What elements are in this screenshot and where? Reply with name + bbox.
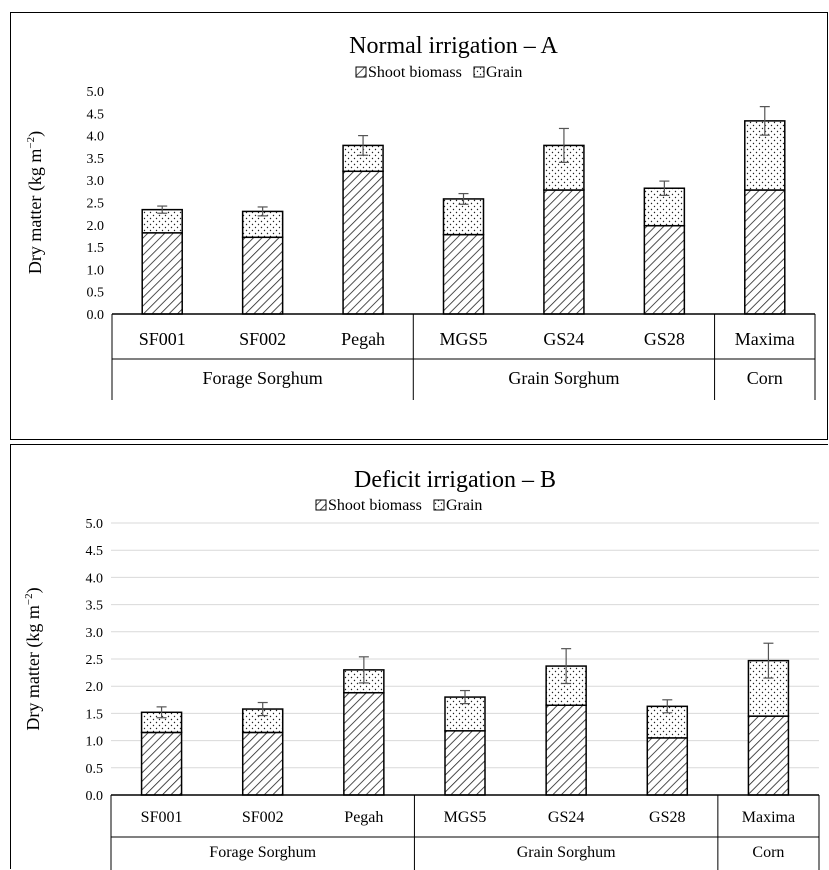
y-tick-label: 0.5 — [87, 286, 105, 301]
y-axis-label: Dry matter (kg m−2) — [23, 587, 44, 730]
y-tick-label: 3.0 — [86, 626, 104, 641]
y-tick-label: 4.5 — [87, 107, 105, 122]
x-tick-label: GS28 — [644, 329, 685, 349]
legend: Shoot biomass Grain — [355, 64, 522, 81]
bar-grain-MGS5 — [444, 696, 486, 732]
bar-shoot-biomass-SF001 — [140, 731, 183, 796]
chart-a-svg: Normal irrigation – A Shoot biomass Grain 0… — [25, 33, 816, 400]
x-tick-label: Maxima — [735, 329, 795, 349]
group-label: Corn — [747, 368, 783, 388]
y-tick-label: 5.0 — [86, 517, 104, 532]
chart-title: Deficit irrigation – B — [354, 467, 556, 493]
y-tick-label: 1.5 — [86, 707, 104, 722]
x-tick-label: GS24 — [543, 329, 584, 349]
bar-shoot-biomass-MGS5 — [442, 233, 485, 315]
y-tick-label: 2.5 — [86, 653, 104, 668]
y-tick-label: 2.5 — [87, 197, 105, 212]
y-tick-label: 0.0 — [87, 308, 105, 323]
legend-label-grain: Grain — [446, 497, 482, 514]
x-tick-label: SF002 — [239, 329, 286, 349]
y-tick-label: 4.5 — [86, 544, 104, 559]
x-tick-label: SF001 — [139, 329, 186, 349]
y-tick-label: 4.0 — [87, 130, 105, 145]
bar-shoot-biomass-Maxima — [744, 189, 786, 315]
legend-swatch-grain — [473, 66, 485, 78]
x-tick-label: Maxima — [742, 809, 795, 826]
y-tick-label: 2.0 — [86, 680, 104, 695]
group-label: Grain Sorghum — [508, 368, 619, 388]
y-tick-label: 4.0 — [86, 571, 104, 586]
bar-shoot-biomass-GS24 — [543, 189, 585, 315]
chart-b-svg: Deficit irrigation – B Shoot biomass Grain… — [23, 467, 820, 870]
group-label: Corn — [752, 844, 784, 861]
y-tick-label: 3.0 — [87, 174, 105, 189]
y-tick-label: 0.0 — [86, 789, 104, 804]
x-tick-label: GS28 — [649, 809, 685, 826]
legend-swatch-shoot — [315, 499, 327, 511]
group-label: Forage Sorghum — [203, 368, 323, 388]
x-tick-label: MGS5 — [439, 329, 487, 349]
x-tick-label: MGS5 — [444, 809, 487, 826]
x-tick-label: Pegah — [344, 809, 383, 826]
chart-panel-a: Normal irrigation – A Shoot biomass Grain 0… — [10, 12, 828, 440]
bar-shoot-biomass-SF001 — [141, 232, 183, 315]
legend-label-grain: Grain — [486, 64, 522, 81]
y-tick-label: 3.5 — [86, 599, 104, 614]
legend-swatch-shoot — [355, 66, 367, 78]
x-tick-label: SF001 — [141, 809, 183, 826]
legend-label-shoot: Shoot biomass — [368, 64, 462, 81]
bar-shoot-biomass-Pegah — [343, 691, 385, 796]
group-label: Grain Sorghum — [517, 844, 616, 861]
bar-shoot-biomass-SF002 — [241, 236, 284, 315]
bar-shoot-biomass-GS28 — [646, 737, 689, 796]
x-tick-label: Pegah — [341, 329, 385, 349]
legend: Shoot biomass Grain — [315, 497, 482, 514]
bar-shoot-biomass-MGS5 — [444, 730, 486, 796]
y-tick-label: 3.5 — [87, 152, 105, 167]
y-tick-label: 0.5 — [86, 762, 104, 777]
y-tick-label: 2.0 — [87, 219, 105, 234]
y-tick-label: 1.0 — [86, 735, 104, 750]
bar-grain-GS24 — [545, 665, 587, 706]
y-axis-label: Dry matter (kg m−2) — [25, 131, 46, 274]
bar-shoot-biomass-GS28 — [643, 224, 686, 315]
chart-title: Normal irrigation – A — [349, 33, 558, 59]
chart-panel-b: Deficit irrigation – B Shoot biomass Grain… — [10, 444, 828, 870]
bar-shoot-biomass-GS24 — [545, 704, 587, 796]
legend-label-shoot: Shoot biomass — [328, 497, 422, 514]
bar-shoot-biomass-Pegah — [342, 170, 384, 315]
y-tick-label: 5.0 — [87, 85, 105, 100]
bar-shoot-biomass-SF002 — [241, 731, 284, 796]
y-tick-label: 1.0 — [87, 263, 105, 278]
y-tick-label: 1.5 — [87, 241, 105, 256]
legend-swatch-grain — [433, 499, 445, 511]
bar-grain-GS28 — [646, 705, 689, 739]
x-tick-label: SF002 — [242, 809, 284, 826]
group-label: Forage Sorghum — [209, 844, 316, 861]
x-tick-label: GS24 — [548, 809, 584, 826]
bar-shoot-biomass-Maxima — [747, 715, 790, 796]
